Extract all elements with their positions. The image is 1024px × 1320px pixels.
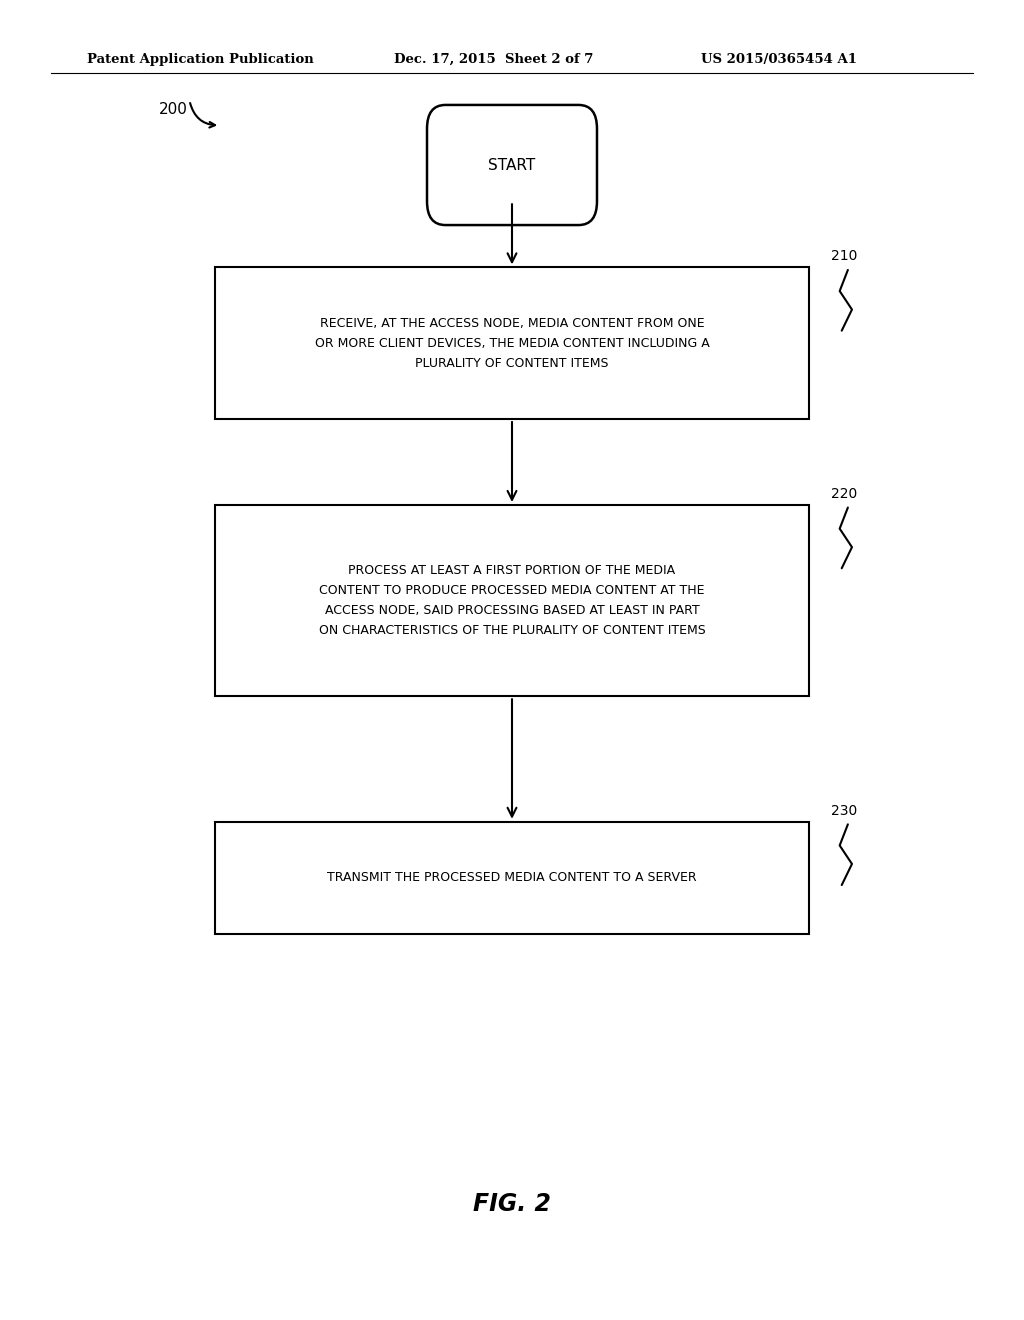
FancyBboxPatch shape <box>215 504 809 697</box>
Text: 220: 220 <box>831 487 858 500</box>
Text: 200: 200 <box>159 102 187 117</box>
Text: Patent Application Publication: Patent Application Publication <box>87 53 313 66</box>
Text: FIG. 2: FIG. 2 <box>473 1192 551 1216</box>
Text: US 2015/0365454 A1: US 2015/0365454 A1 <box>701 53 857 66</box>
Text: PROCESS AT LEAST A FIRST PORTION OF THE MEDIA
CONTENT TO PRODUCE PROCESSED MEDIA: PROCESS AT LEAST A FIRST PORTION OF THE … <box>318 564 706 638</box>
Text: START: START <box>488 157 536 173</box>
Text: 210: 210 <box>831 249 858 263</box>
Text: Dec. 17, 2015  Sheet 2 of 7: Dec. 17, 2015 Sheet 2 of 7 <box>394 53 594 66</box>
FancyBboxPatch shape <box>215 821 809 935</box>
Text: TRANSMIT THE PROCESSED MEDIA CONTENT TO A SERVER: TRANSMIT THE PROCESSED MEDIA CONTENT TO … <box>328 871 696 884</box>
Text: 230: 230 <box>831 804 858 817</box>
FancyBboxPatch shape <box>215 267 809 420</box>
FancyBboxPatch shape <box>427 106 597 224</box>
Text: RECEIVE, AT THE ACCESS NODE, MEDIA CONTENT FROM ONE
OR MORE CLIENT DEVICES, THE : RECEIVE, AT THE ACCESS NODE, MEDIA CONTE… <box>314 317 710 370</box>
